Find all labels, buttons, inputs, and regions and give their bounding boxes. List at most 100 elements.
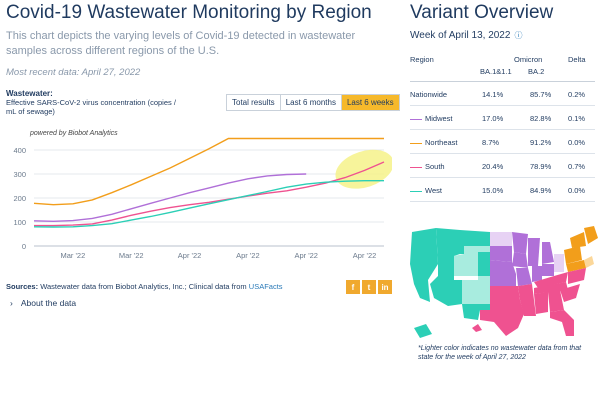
variant-region-value: South <box>425 162 445 171</box>
variant-delta-cell: 0.0% <box>568 138 585 147</box>
variant-row-nationwide: Nationwide 14.1% 85.7% 0.2% <box>410 82 595 106</box>
variant-delta-value: 0.7% <box>568 162 586 171</box>
variant-region-value: Midwest <box>425 114 453 123</box>
variant-region-cell: Nationwide <box>410 90 447 99</box>
legend-swatch <box>410 166 422 168</box>
legend-swatch <box>410 190 422 192</box>
variant-ba2-cell: 82.8% <box>530 114 551 123</box>
variant-ba1-value: 17.0% <box>482 114 504 123</box>
sources-prefix: Sources: <box>6 282 39 291</box>
variant-delta-value: 0.2% <box>568 90 586 99</box>
variant-table-header: Region Omicron Delta BA.1&1.1 BA.2 <box>410 52 595 82</box>
x-tick-label: Apr '22 <box>353 251 377 260</box>
variant-ba1-value: 15.0% <box>482 186 504 195</box>
variant-overview-title: Variant Overview <box>410 2 554 23</box>
variant-region-cell: South <box>410 162 445 171</box>
variant-ba1-value: 20.4% <box>482 162 504 171</box>
variant-table: Region Omicron Delta BA.1&1.1 BA.2 Natio… <box>410 52 595 202</box>
header-omicron: Omicron <box>514 55 543 64</box>
west-region <box>410 228 490 338</box>
wastewater-units: Effective SARS-CoV-2 virus concentration… <box>6 98 176 116</box>
variant-delta-value: 0.0% <box>568 138 586 147</box>
variant-region-value: Northeast <box>425 138 458 147</box>
variant-ba2-cell: 78.9% <box>530 162 551 171</box>
variant-delta-value: 0.0% <box>568 186 586 195</box>
y-tick-label: 300 <box>13 170 26 179</box>
map-footnote: *Lighter color indicates no wastewater d… <box>418 345 582 361</box>
variant-ba2-cell: 84.9% <box>530 186 551 195</box>
variant-ba2-value: 78.9% <box>530 162 552 171</box>
series-line-south <box>34 161 385 227</box>
variant-row-midwest: Midwest 17.0% 82.8% 0.1% <box>410 106 595 130</box>
variant-region-value: West <box>425 186 442 195</box>
variant-ba2-cell: 91.2% <box>530 138 551 147</box>
midwest-region <box>490 232 564 286</box>
facebook-icon[interactable]: f <box>346 280 360 294</box>
sources-text: Wastewater data from Biobot Analytics, I… <box>40 282 247 291</box>
page-subtitle: This chart depicts the varying levels of… <box>6 30 356 57</box>
variant-row-south: South 20.4% 78.9% 0.7% <box>410 154 595 178</box>
wastewater-label: Wastewater: <box>6 89 53 98</box>
variant-region-cell: West <box>410 186 442 195</box>
variant-ba1-cell: 14.1% <box>482 90 503 99</box>
variant-week: Week of April 13, 2022 ⓘ <box>410 30 522 41</box>
chevron-right-icon: › <box>10 298 13 308</box>
most-recent-date: Most recent data: April 27, 2022 <box>6 67 141 78</box>
variant-week-label: Week of April 13, 2022 <box>410 30 511 41</box>
variant-ba2-cell: 85.7% <box>530 90 551 99</box>
time-range-tabs: Total results Last 6 months Last 6 weeks <box>226 94 400 111</box>
x-tick-label: Mar '22 <box>119 251 144 260</box>
legend-swatch <box>410 142 422 144</box>
linkedin-icon[interactable]: in <box>378 280 392 294</box>
tab-total-results[interactable]: Total results <box>227 95 281 110</box>
wastewater-line-chart: 0 100 200 300 400 Mar '22 Mar '22 Apr '22 Apr '2… <box>13 137 392 260</box>
x-tick-label: Apr '22 <box>236 251 260 260</box>
about-the-data-label: About the data <box>20 298 77 308</box>
series-line-midwest <box>33 173 307 223</box>
about-the-data-toggle[interactable]: › About the data <box>10 298 76 308</box>
variant-row-west: West 15.0% 84.9% 0.0% <box>410 178 595 202</box>
variant-delta-cell: 0.2% <box>568 90 585 99</box>
x-tick-label: Mar '22 <box>60 251 85 260</box>
tab-last-6-weeks[interactable]: Last 6 weeks <box>341 95 399 110</box>
header-ba1: BA.1&1.1 <box>480 67 512 76</box>
variant-ba2-value: 82.8% <box>530 114 552 123</box>
x-tick-label: Apr '22 <box>294 251 318 260</box>
variant-region-cell: Northeast <box>410 138 458 147</box>
y-tick-label: 200 <box>13 194 26 203</box>
variant-delta-cell: 0.7% <box>568 162 585 171</box>
y-tick-label: 400 <box>13 146 26 155</box>
tab-last-6-months[interactable]: Last 6 months <box>280 95 342 110</box>
series-line-northeast <box>33 137 384 206</box>
northeast-region <box>564 226 598 272</box>
variant-delta-value: 0.1% <box>568 114 586 123</box>
sources-line: Sources: Wastewater data from Biobot Ana… <box>6 282 283 291</box>
header-region: Region <box>410 55 434 64</box>
variant-ba1-cell: 17.0% <box>482 114 503 123</box>
variant-delta-cell: 0.0% <box>568 186 585 195</box>
powered-by: powered by Biobot Analytics <box>30 130 118 137</box>
variant-ba1-cell: 20.4% <box>482 162 503 171</box>
usafacts-link[interactable]: USAFacts <box>248 282 283 291</box>
variant-region-cell: Midwest <box>410 114 453 123</box>
y-tick-label: 0 <box>22 242 26 251</box>
social-share: f t in <box>346 280 392 294</box>
variant-ba1-cell: 8.7% <box>482 138 499 147</box>
legend-swatch <box>410 118 422 120</box>
page-title: Covid-19 Wastewater Monitoring by Region <box>6 2 372 23</box>
info-icon[interactable]: ⓘ <box>514 31 523 40</box>
series-line-west <box>33 180 384 228</box>
variant-ba2-value: 85.7% <box>530 90 552 99</box>
header-delta: Delta <box>568 55 586 64</box>
twitter-icon[interactable]: t <box>362 280 376 294</box>
variant-ba2-value: 91.2% <box>530 138 552 147</box>
y-tick-label: 100 <box>13 218 26 227</box>
variant-delta-cell: 0.1% <box>568 114 585 123</box>
us-variant-map <box>410 226 598 338</box>
south-region <box>472 268 586 336</box>
header-ba2: BA.2 <box>528 67 545 76</box>
recent-highlight <box>335 149 392 189</box>
x-tick-label: Apr '22 <box>178 251 202 260</box>
variant-ba1-cell: 15.0% <box>482 186 503 195</box>
variant-ba2-value: 84.9% <box>530 186 552 195</box>
